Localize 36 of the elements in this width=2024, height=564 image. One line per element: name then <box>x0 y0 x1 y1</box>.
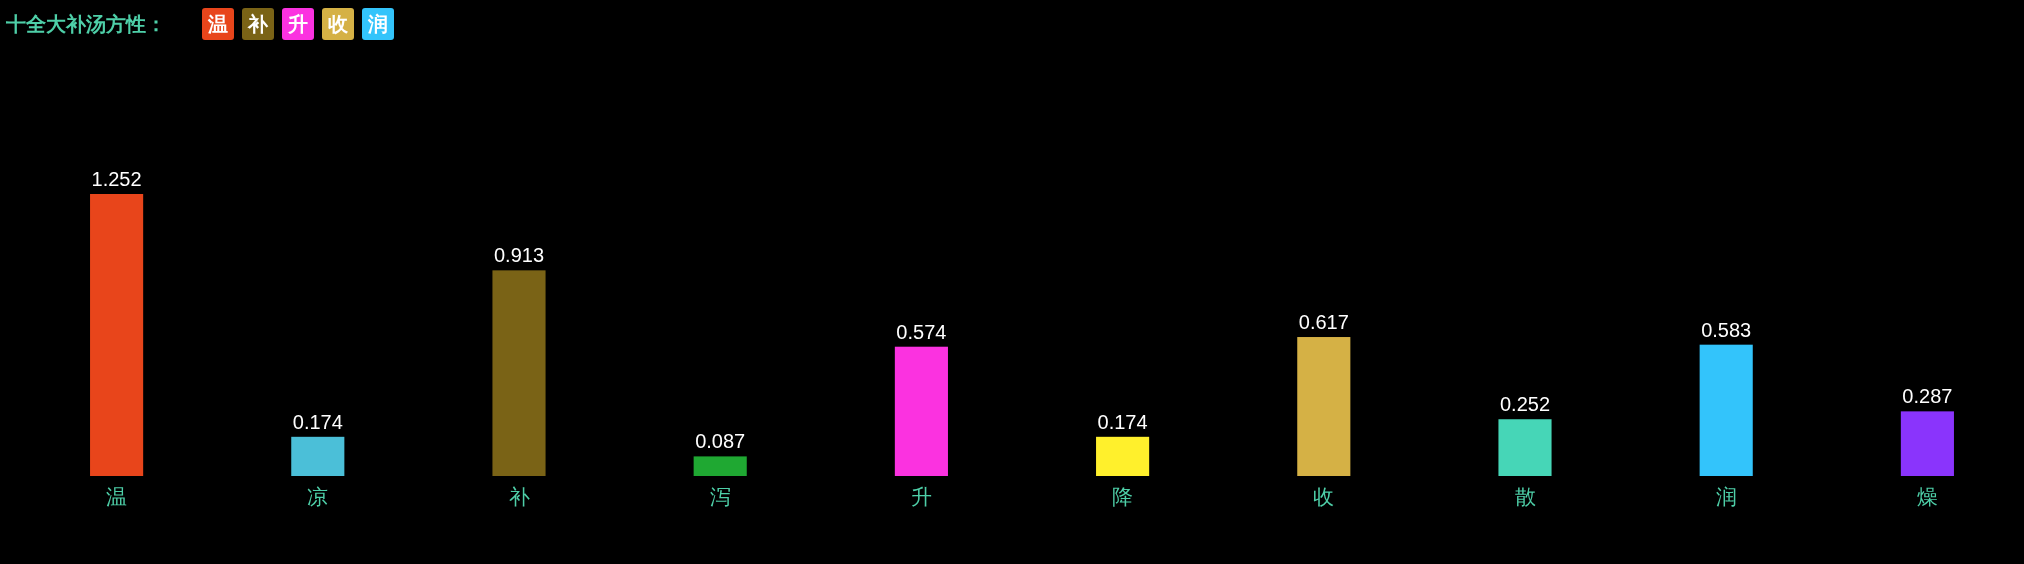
bar <box>1900 411 1954 476</box>
bar <box>1297 337 1351 476</box>
bar <box>291 436 345 476</box>
x-tick-label: 降 <box>1112 485 1134 509</box>
x-tick-label: 燥 <box>1916 485 1938 509</box>
data-label: 0.252 <box>1499 393 1551 416</box>
text: 收 <box>328 12 349 36</box>
data-label: 0.087 <box>695 430 746 453</box>
x-tick-label: 润 <box>1715 485 1737 509</box>
bar <box>1498 419 1552 476</box>
x-tick-label: 收 <box>1313 485 1335 509</box>
x-tick-label: 凉 <box>307 485 329 509</box>
x-tick-label: 散 <box>1514 485 1536 509</box>
data-label: 0.174 <box>292 410 343 433</box>
data-label: 1.252 <box>91 168 142 190</box>
data-label: 0.617 <box>1298 311 1349 334</box>
bar <box>894 346 948 476</box>
text: 温 <box>207 12 228 36</box>
x-tick-label: 升 <box>910 485 932 509</box>
text: 润 <box>367 12 388 36</box>
bar <box>693 456 747 476</box>
data-label: 0.174 <box>1097 410 1148 433</box>
data-label: 0.583 <box>1701 318 1752 341</box>
text: 补 <box>247 12 269 36</box>
x-tick-label: 泻 <box>709 485 731 509</box>
chart-title: 十全大补汤方性： <box>5 12 166 36</box>
x-tick-label: 温 <box>106 485 128 509</box>
x-tick-label: 补 <box>508 485 530 509</box>
bar <box>90 194 144 476</box>
text: 升 <box>287 12 308 36</box>
data-label: 0.913 <box>493 244 545 267</box>
bar <box>1096 436 1150 476</box>
bar <box>492 270 546 476</box>
data-label: 0.287 <box>1902 385 1953 408</box>
data-label: 0.574 <box>896 320 947 343</box>
bar <box>1699 344 1753 476</box>
